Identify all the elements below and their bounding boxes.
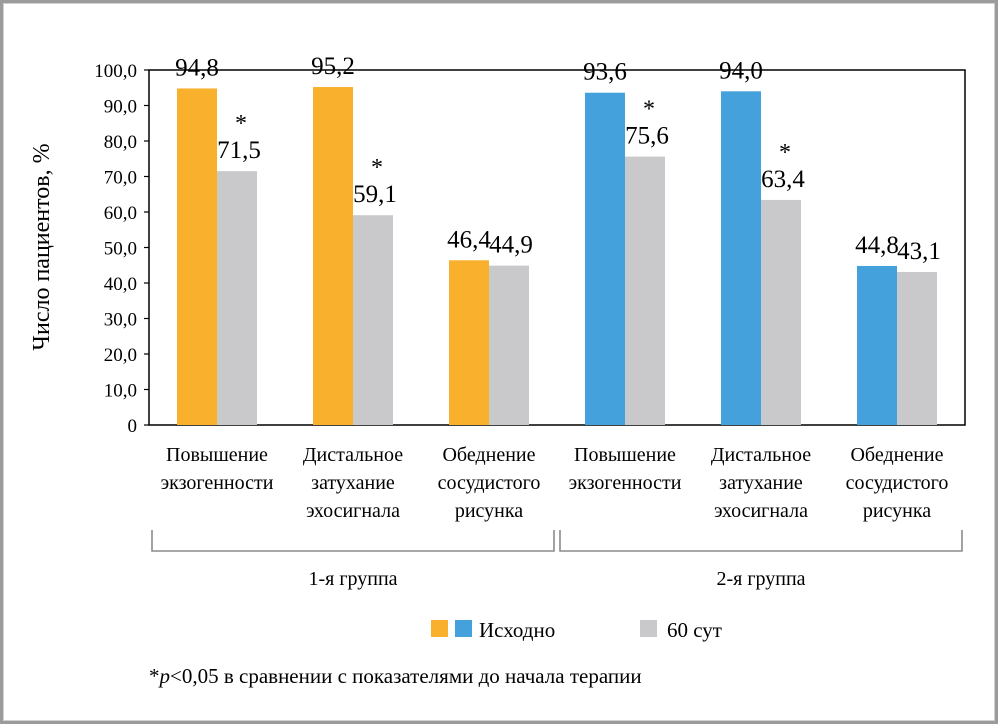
value-label-day60: 75,6 [625, 123, 669, 150]
y-tick-label: 90,0 [104, 97, 137, 118]
value-label-baseline: 94,0 [719, 57, 763, 84]
y-tick-label: 40,0 [104, 274, 137, 295]
y-tick-label: 10,0 [104, 381, 137, 402]
legend-baseline-label: Исходно [479, 618, 555, 642]
category-label: Дистальное затухание эхосигнала [711, 444, 811, 522]
significance-star: * [643, 97, 655, 123]
bar-day60 [353, 215, 393, 425]
value-labels: 94,871,5*95,259,1*46,444,993,675,6*94,06… [175, 53, 941, 265]
category-label-line: Повышение [574, 444, 676, 466]
category-label-line: Дистальное [711, 444, 811, 466]
legend-day60-label: 60 сут [667, 618, 722, 642]
bars [177, 87, 937, 426]
group-label: 1-я группа [308, 568, 397, 590]
y-tick-label: 0 [128, 416, 138, 437]
footnote-p: p [158, 664, 171, 688]
value-label-day60: 71,5 [217, 137, 261, 164]
value-label-baseline: 46,4 [447, 226, 491, 253]
significance-star: * [779, 140, 791, 166]
category-label-line: экзогенности [161, 472, 274, 494]
bar-baseline [585, 92, 625, 425]
significance-star: * [371, 155, 383, 181]
value-label-baseline: 94,8 [175, 54, 219, 81]
category-label: Повышение экзогенности [569, 444, 682, 494]
bar-chart: 0 10,0 20,0 30,0 40,0 50,0 60,0 70,0 80,0 90,0 100… [29, 53, 966, 688]
y-axis-ticks: 0 10,0 20,0 30,0 40,0 50,0 60,0 70,0 80,0 90,0 100… [94, 61, 149, 437]
y-tick-label: 80,0 [104, 132, 137, 153]
bar-day60 [217, 171, 257, 425]
legend-swatch-baseline-group1 [431, 620, 448, 637]
legend-swatch-baseline-group2 [455, 620, 472, 637]
group-bracket [559, 530, 963, 552]
y-tick-label: 50,0 [104, 239, 137, 260]
footnote: *p<0,05 в сравнении с показателями до на… [149, 664, 642, 688]
group-label: 2-я группа [716, 568, 805, 590]
value-label-baseline: 44,8 [855, 232, 899, 259]
category-label-line: Обеднение [850, 444, 943, 466]
plot-area-border [148, 69, 966, 426]
category-label-line: Обеднение [442, 444, 535, 466]
category-label: Дистальное затухание эхосигнала [303, 444, 403, 522]
category-label-line: эхосигнала [306, 500, 400, 522]
significance-star: * [235, 111, 247, 137]
bar-baseline [177, 88, 217, 426]
bar-baseline [857, 265, 897, 425]
category-label-line: затухание [719, 472, 803, 494]
y-tick-label: 20,0 [104, 345, 137, 366]
bar-baseline [721, 91, 761, 426]
footnote-text: <0,05 в сравнении с показателями до нача… [170, 664, 642, 688]
y-tick-label: 30,0 [104, 310, 137, 331]
footnote-star: * [149, 664, 160, 688]
category-label-line: рисунка [455, 500, 523, 522]
category-label-line: эхосигнала [714, 500, 808, 522]
category-labels: Повышение экзогенности Дистальное затухание… [161, 444, 949, 522]
category-label: Повышение экзогенности [161, 444, 274, 494]
y-axis-label: Число пациентов, % [29, 143, 55, 350]
value-label-day60: 63,4 [761, 166, 805, 193]
category-label-line: рисунка [863, 500, 931, 522]
legend-swatch-day60 [640, 620, 657, 637]
bar-day60 [489, 265, 529, 425]
y-tick-label: 60,0 [104, 203, 137, 224]
y-tick-label: 100,0 [94, 61, 137, 82]
category-label: Обеднение сосудистого рисунка [438, 444, 541, 522]
value-label-baseline: 95,2 [311, 53, 355, 80]
category-label: Обеднение сосудистого рисунка [846, 444, 949, 522]
category-label-line: экзогенности [569, 472, 682, 494]
group-bracket [151, 530, 555, 552]
bar-baseline [449, 260, 489, 425]
bar-day60 [897, 271, 937, 425]
bar-day60 [761, 199, 801, 425]
y-tick-label: 70,0 [104, 168, 137, 189]
group-brackets: 1-я группа 2-я группа [151, 530, 963, 590]
category-label-line: Повышение [166, 444, 268, 466]
value-label-baseline: 93,6 [583, 59, 627, 86]
category-label-line: сосудистого [438, 472, 541, 494]
category-label-line: сосудистого [846, 472, 949, 494]
category-label-line: Дистальное [303, 444, 403, 466]
legend: Исходно 60 сут [431, 618, 722, 642]
bar-baseline [313, 87, 353, 425]
category-label-line: затухание [311, 472, 395, 494]
bar-day60 [625, 156, 665, 425]
value-label-day60: 59,1 [353, 181, 397, 208]
value-label-day60: 43,1 [897, 238, 941, 265]
value-label-day60: 44,9 [489, 232, 533, 259]
